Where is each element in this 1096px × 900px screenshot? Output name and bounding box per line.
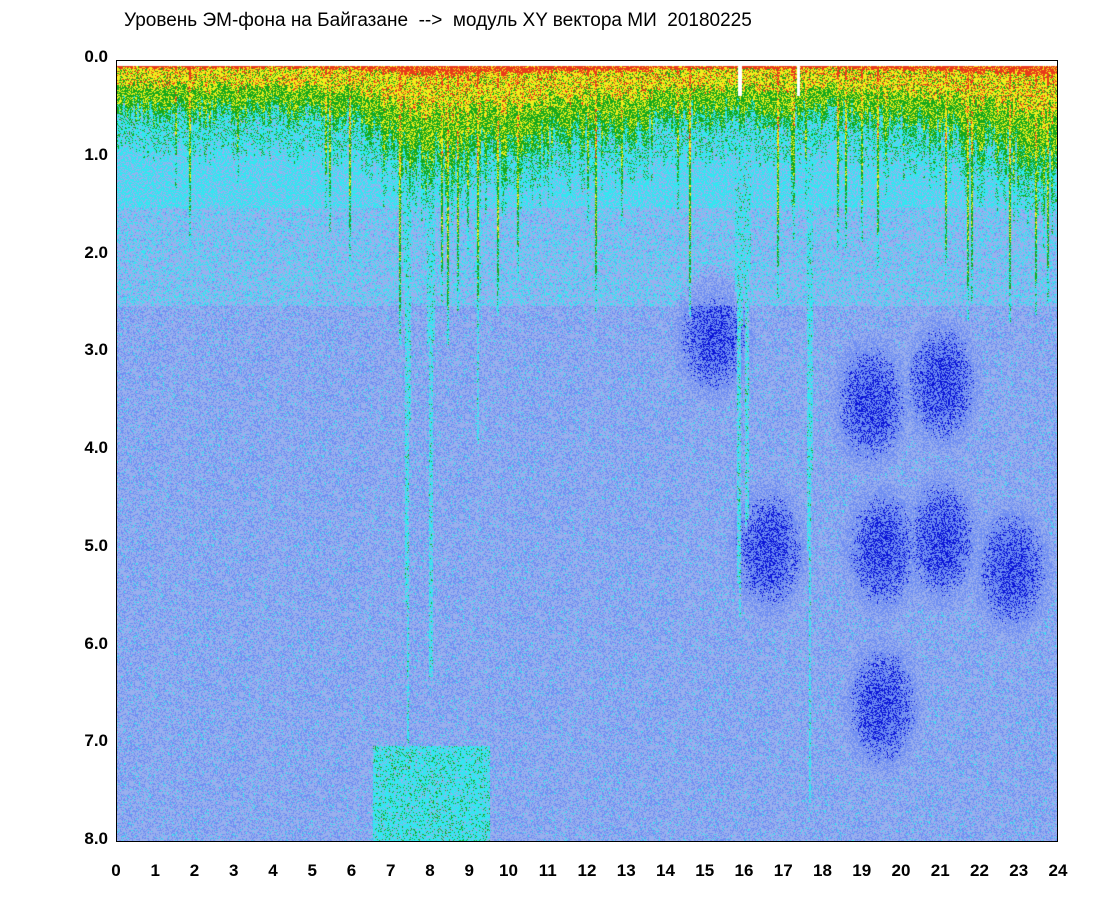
x-tick-label: 7 <box>386 861 396 880</box>
x-tick-label: 1 <box>150 861 160 880</box>
y-tick-label: 5.0 <box>84 535 108 555</box>
heatmap-canvas <box>117 61 1057 841</box>
x-tick-label: 17 <box>773 861 793 880</box>
x-tick-label: 22 <box>970 861 989 880</box>
y-tick-label: 7.0 <box>84 731 108 751</box>
x-tick-label: 13 <box>616 861 636 880</box>
x-tick-label: 3 <box>229 861 239 880</box>
y-tick-label: 3.0 <box>84 340 108 360</box>
x-tick-label: 8 <box>425 861 435 880</box>
x-tick-label: 11 <box>538 861 557 880</box>
x-tick-label: 18 <box>813 861 832 880</box>
plot-area <box>116 60 1058 842</box>
x-tick-label: 16 <box>734 861 754 880</box>
x-tick-label: 14 <box>656 861 675 880</box>
x-tick-label: 23 <box>1009 861 1029 880</box>
x-tick-label: 9 <box>464 861 474 880</box>
x-tick-label: 0 <box>111 861 121 880</box>
y-tick-label: 4.0 <box>84 438 108 457</box>
x-tick-label: 15 <box>695 861 715 880</box>
x-tick-label: 20 <box>891 861 911 880</box>
y-tick-label: 0.0 <box>84 47 108 66</box>
y-tick-label: 2.0 <box>84 242 108 262</box>
y-tick-label: 1.0 <box>84 144 108 164</box>
x-tick-label: 10 <box>499 861 518 880</box>
x-tick-label: 6 <box>346 861 357 880</box>
x-tick-label: 19 <box>852 861 872 880</box>
chart-title: Уровень ЭМ-фона на Байгазане --> модуль … <box>124 10 752 31</box>
y-tick-label: 6.0 <box>84 633 108 653</box>
x-tick-label: 2 <box>189 861 200 880</box>
x-tick-label: 21 <box>930 861 950 880</box>
y-tick-label: 8.0 <box>84 829 108 848</box>
x-tick-label: 24 <box>1048 861 1068 880</box>
x-tick-label: 4 <box>268 861 278 880</box>
x-tick-label: 5 <box>307 861 317 880</box>
x-tick-label: 12 <box>577 861 597 880</box>
